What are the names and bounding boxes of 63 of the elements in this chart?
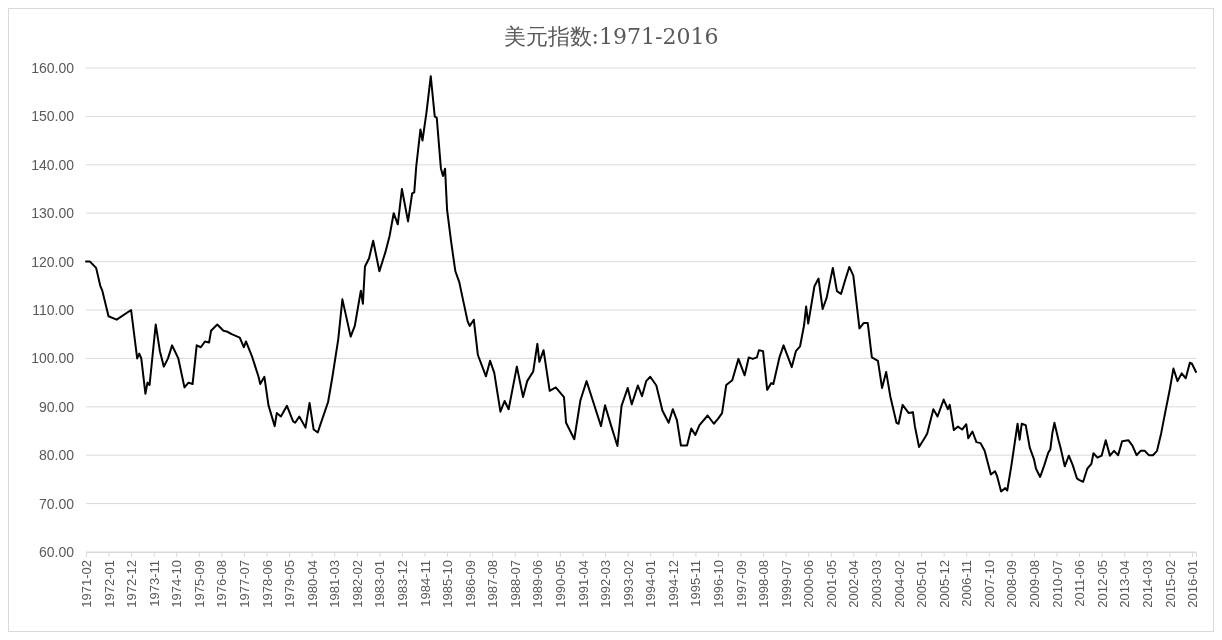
x-tick-label: 1999-07	[778, 560, 794, 608]
x-tick-label: 1982-02	[349, 560, 365, 608]
y-tick-label: 60.00	[38, 543, 75, 560]
x-tick-label: 1997-09	[733, 560, 749, 608]
x-tick-label: 1971-02	[79, 560, 95, 608]
x-tick-label: 1977-07	[236, 560, 252, 608]
x-tick-label: 2011-06	[1072, 560, 1088, 607]
x-tick-label: 1987-08	[485, 560, 501, 608]
x-tick-label: 1984-11	[417, 560, 433, 607]
x-tick-label: 1983-12	[394, 560, 410, 608]
y-tick-label: 150.00	[31, 108, 75, 125]
x-tick-label: 2013-04	[1117, 560, 1133, 608]
x-tick-label: 1979-05	[282, 560, 298, 608]
y-tick-label: 90.00	[38, 398, 75, 415]
x-tick-label: 1995-11	[688, 560, 704, 607]
x-tick-label: 2005-01	[914, 560, 930, 608]
x-tick-label: 2008-09	[1004, 560, 1020, 608]
y-tick-label: 120.00	[31, 253, 75, 270]
x-tick-label: 1986-09	[462, 560, 478, 608]
x-tick-label: 1983-01	[372, 560, 388, 608]
x-tick-label: 2001-05	[823, 560, 839, 608]
x-tick-label: 2000-06	[801, 560, 817, 608]
x-tick-label: 2016-01	[1185, 560, 1201, 608]
x-tick-label: 2005-12	[936, 560, 952, 608]
y-tick-label: 110.00	[32, 301, 75, 318]
x-tick-label: 2006-11	[959, 560, 975, 607]
x-tick-label: 1988-07	[507, 560, 523, 608]
x-tick-label: 2014-03	[1139, 560, 1155, 608]
x-tick-label: 2012-05	[1094, 560, 1110, 608]
x-tick-label: 1994-12	[665, 560, 681, 608]
y-tick-label: 160.00	[31, 59, 75, 76]
x-tick-label: 1972-01	[101, 560, 117, 608]
x-tick-label: 2002-04	[846, 560, 862, 608]
x-tick-label: 1974-10	[169, 560, 185, 608]
x-tick-label: 2009-08	[1026, 560, 1042, 608]
y-tick-label: 130.00	[31, 205, 75, 222]
x-tick-label: 2015-02	[1162, 560, 1178, 608]
x-tick-label: 2003-03	[868, 560, 884, 608]
x-tick-label: 2007-10	[981, 560, 997, 608]
x-tick-label: 1976-08	[214, 560, 230, 608]
x-tick-label: 1991-04	[575, 560, 591, 608]
y-tick-label: 140.00	[31, 156, 75, 173]
x-tick-label: 1989-06	[530, 560, 546, 608]
x-tick-label: 1992-03	[598, 560, 614, 608]
x-tick-label: 1996-10	[711, 560, 727, 608]
x-tick-label: 1993-02	[620, 560, 636, 608]
x-tick-label: 1975-09	[191, 560, 207, 608]
y-tick-label: 70.00	[38, 495, 75, 512]
x-tick-label: 1998-08	[756, 560, 772, 608]
x-tick-label: 1990-05	[552, 560, 568, 608]
x-tick-label: 1981-03	[327, 560, 343, 608]
x-tick-label: 1972-12	[124, 560, 140, 608]
line-series	[85, 75, 1197, 493]
x-tick-label: 2004-02	[891, 560, 907, 608]
x-tick-label: 2010-07	[1049, 560, 1065, 608]
x-tick-label: 1973-11	[146, 560, 162, 607]
y-tick-label: 100.00	[31, 350, 75, 367]
x-tick-label: 1978-06	[259, 560, 275, 608]
x-tick-label: 1980-04	[304, 560, 320, 608]
x-tick-label: 1985-10	[440, 560, 456, 608]
chart-title: 美元指数:1971-2016	[503, 24, 719, 49]
y-tick-label: 80.00	[38, 447, 75, 464]
x-tick-label: 1994-01	[643, 560, 659, 608]
